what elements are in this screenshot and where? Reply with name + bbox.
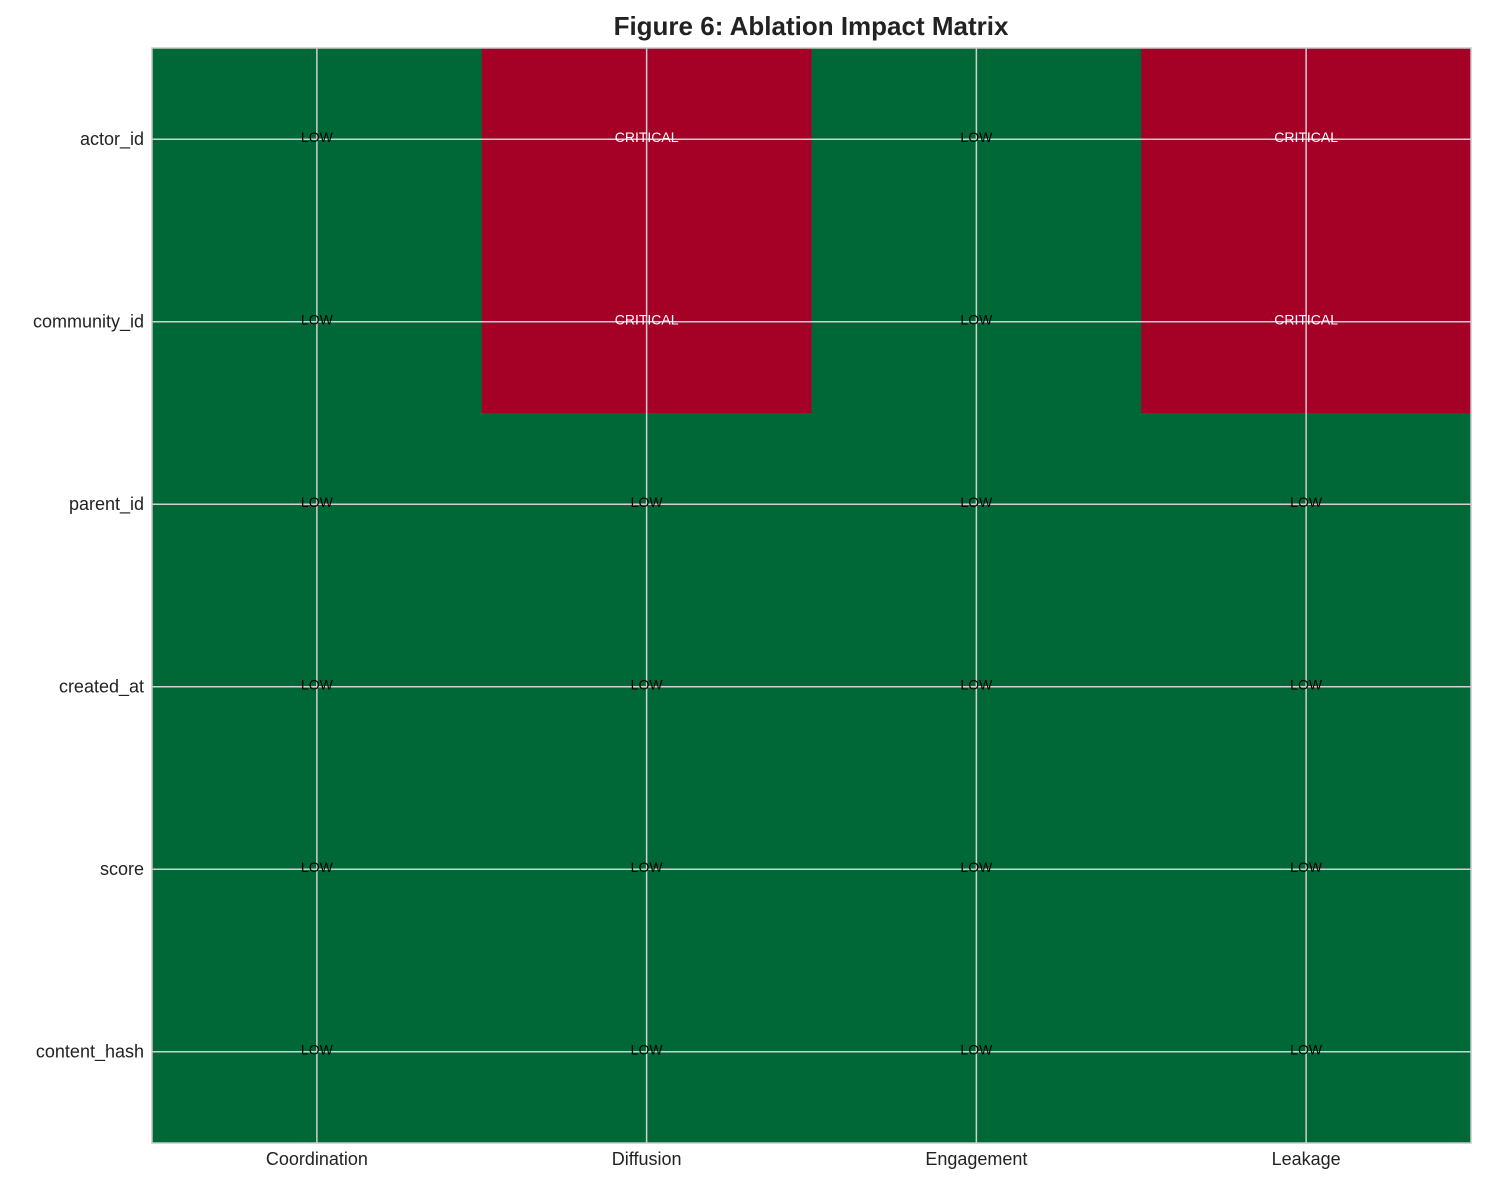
cell-label: LOW xyxy=(960,494,993,510)
cell-label: LOW xyxy=(1290,676,1323,692)
x-tick-label: Leakage xyxy=(1272,1149,1341,1169)
cell-label: LOW xyxy=(631,859,664,875)
cell-label: LOW xyxy=(1290,1041,1323,1057)
cell-label: LOW xyxy=(960,676,993,692)
cell-label: LOW xyxy=(960,859,993,875)
cell-label: LOW xyxy=(960,311,993,327)
y-tick-label: content_hash xyxy=(36,1042,144,1063)
cell-label: LOW xyxy=(301,129,334,145)
cell-label: LOW xyxy=(301,494,334,510)
y-tick-label: score xyxy=(100,859,144,879)
cell-label: LOW xyxy=(1290,859,1323,875)
y-tick-label: parent_id xyxy=(69,494,144,515)
y-tick-label: actor_id xyxy=(80,129,144,150)
cell-label: LOW xyxy=(301,676,334,692)
y-tick-label: community_id xyxy=(33,312,144,333)
cell-label: LOW xyxy=(301,311,334,327)
x-tick-label: Coordination xyxy=(266,1149,368,1169)
cell-label: CRITICAL xyxy=(615,311,679,327)
y-tick-label: created_at xyxy=(59,677,144,698)
x-tick-label: Engagement xyxy=(925,1149,1027,1169)
plot-frame xyxy=(151,47,1472,1144)
chart-title: Figure 6: Ablation Impact Matrix xyxy=(614,11,1009,41)
cell-label: LOW xyxy=(631,676,664,692)
cell-label: LOW xyxy=(960,129,993,145)
x-tick-label: Diffusion xyxy=(612,1149,682,1169)
cell-label: CRITICAL xyxy=(1274,311,1338,327)
cell-label: LOW xyxy=(1290,494,1323,510)
cell-label: CRITICAL xyxy=(1274,129,1338,145)
cell-label: LOW xyxy=(301,859,334,875)
cell-label: CRITICAL xyxy=(615,129,679,145)
cell-label: LOW xyxy=(631,494,664,510)
cell-label: LOW xyxy=(631,1041,664,1057)
cell-label: LOW xyxy=(301,1041,334,1057)
cell-label: LOW xyxy=(960,1041,993,1057)
